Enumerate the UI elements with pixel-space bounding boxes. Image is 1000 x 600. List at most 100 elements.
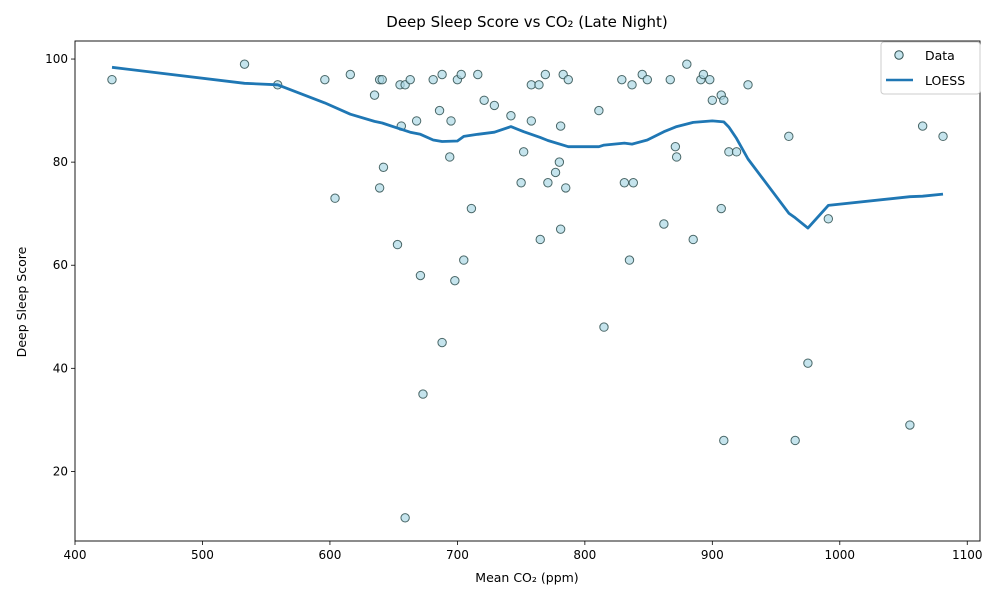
data-point bbox=[450, 275, 460, 286]
loess-line bbox=[111, 65, 944, 230]
x-tick-label: 400 bbox=[64, 548, 87, 562]
data-point bbox=[938, 131, 948, 142]
data-point bbox=[526, 80, 537, 90]
data-point bbox=[392, 239, 403, 250]
data-point bbox=[803, 358, 813, 368]
data-point bbox=[790, 435, 800, 446]
data-point bbox=[543, 178, 553, 188]
data-point bbox=[107, 74, 117, 85]
y-axis-label: Deep Sleep Score bbox=[14, 246, 29, 357]
data-point bbox=[437, 69, 447, 80]
data-point bbox=[707, 95, 718, 105]
data-point bbox=[671, 152, 682, 162]
data-point bbox=[642, 74, 653, 85]
data-point bbox=[554, 157, 565, 167]
data-point bbox=[378, 162, 389, 172]
data-point bbox=[743, 80, 753, 90]
x-axis-label: Mean CO₂ (ppm) bbox=[475, 570, 578, 585]
y-tick-label: 20 bbox=[53, 464, 68, 478]
x-axis: 400 500 600 700 800 900 1000 1100 bbox=[64, 541, 983, 562]
data-point bbox=[917, 121, 928, 131]
data-point bbox=[535, 234, 545, 245]
y-tick-label: 60 bbox=[53, 258, 68, 272]
y-tick-label: 80 bbox=[53, 155, 68, 169]
x-tick-label: 500 bbox=[191, 548, 214, 562]
data-point bbox=[239, 59, 250, 69]
data-point bbox=[405, 74, 415, 85]
data-point bbox=[563, 74, 573, 85]
data-point bbox=[345, 69, 356, 80]
legend-marker-data bbox=[894, 50, 904, 60]
data-point bbox=[400, 513, 410, 523]
data-point bbox=[731, 147, 742, 157]
y-tick-label: 40 bbox=[53, 361, 68, 375]
data-point bbox=[823, 214, 834, 224]
data-point bbox=[561, 183, 571, 193]
data-point bbox=[540, 69, 551, 80]
data-point bbox=[473, 69, 483, 80]
data-point bbox=[437, 337, 447, 348]
data-point bbox=[659, 219, 669, 229]
data-point bbox=[506, 111, 516, 121]
data-point bbox=[698, 69, 709, 80]
data-point bbox=[518, 147, 529, 157]
x-tick-label: 600 bbox=[318, 548, 341, 562]
data-point bbox=[599, 322, 609, 332]
data-point bbox=[479, 95, 489, 105]
data-point bbox=[716, 203, 726, 214]
data-point bbox=[534, 80, 544, 90]
data-point bbox=[411, 116, 422, 126]
x-tick-label: 1000 bbox=[825, 548, 856, 562]
data-point bbox=[428, 74, 438, 85]
data-point bbox=[719, 435, 729, 446]
data-point bbox=[628, 178, 638, 188]
data-point bbox=[456, 69, 466, 80]
data-point bbox=[446, 116, 456, 126]
data-point bbox=[682, 59, 692, 69]
data-point bbox=[619, 178, 630, 188]
legend: Data LOESS bbox=[880, 41, 981, 95]
data-point bbox=[516, 178, 526, 188]
legend-label-data: Data bbox=[925, 48, 955, 63]
plot-frame bbox=[74, 40, 981, 542]
data-point bbox=[526, 116, 537, 126]
data-point bbox=[784, 131, 794, 142]
data-point bbox=[466, 203, 477, 214]
data-point bbox=[627, 80, 637, 90]
data-point bbox=[489, 100, 500, 111]
data-point bbox=[594, 105, 604, 116]
data-point bbox=[459, 255, 469, 265]
data-point bbox=[624, 255, 635, 265]
data-point bbox=[320, 74, 330, 85]
data-point bbox=[418, 389, 428, 399]
data-point bbox=[705, 74, 715, 85]
data-point bbox=[688, 234, 698, 245]
data-point bbox=[719, 95, 729, 105]
legend-label-loess: LOESS bbox=[925, 73, 965, 88]
data-point bbox=[369, 90, 380, 100]
data-point bbox=[670, 141, 681, 152]
data-point bbox=[550, 167, 561, 178]
data-point bbox=[555, 121, 566, 131]
data-point bbox=[445, 152, 455, 162]
x-tick-label: 1100 bbox=[952, 548, 983, 562]
data-point bbox=[724, 147, 734, 157]
x-tick-label: 900 bbox=[701, 548, 724, 562]
data-point bbox=[617, 74, 627, 85]
data-point bbox=[665, 74, 675, 85]
data-point bbox=[330, 193, 340, 203]
y-tick-label: 100 bbox=[45, 52, 68, 66]
data-point bbox=[374, 183, 385, 193]
data-point bbox=[415, 270, 426, 281]
y-axis: 20 40 60 80 100 bbox=[45, 52, 75, 478]
loess-line-layer bbox=[111, 65, 944, 230]
data-point bbox=[555, 224, 566, 234]
scatter-points-layer bbox=[107, 59, 948, 523]
data-point bbox=[434, 105, 445, 116]
data-point bbox=[905, 420, 915, 430]
data-point bbox=[377, 74, 387, 85]
chart-title: Deep Sleep Score vs CO₂ (Late Night) bbox=[386, 13, 667, 31]
x-tick-label: 700 bbox=[446, 548, 469, 562]
x-tick-label: 800 bbox=[573, 548, 596, 562]
